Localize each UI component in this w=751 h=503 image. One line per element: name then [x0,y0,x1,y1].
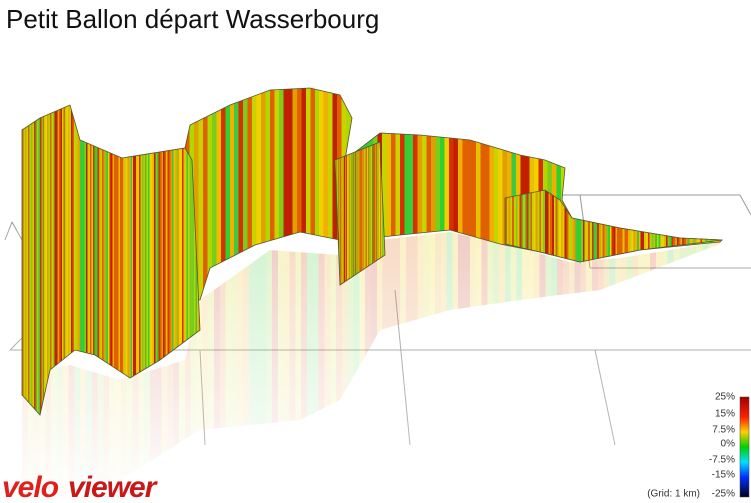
legend-label: -15% [712,470,735,481]
legend-label: 0% [721,439,736,450]
legend-label: -7.5% [709,455,735,466]
legend-label: 25% [715,392,735,403]
legend-label: 7.5% [712,425,735,436]
legend-label: -25% [712,489,735,500]
grid-note: (Grid: 1 km) [647,489,700,500]
logo-viewer: viewer [68,471,159,503]
profile-ribbon [21,87,723,416]
title: Petit Ballon départ Wasserbourg [6,4,379,34]
color-scale [739,396,750,498]
legend: 25% 15% 7.5% 0% -7.5% -15% -25% [709,392,735,500]
legend-label: 15% [715,409,735,420]
logo-velo: velo [2,471,59,503]
